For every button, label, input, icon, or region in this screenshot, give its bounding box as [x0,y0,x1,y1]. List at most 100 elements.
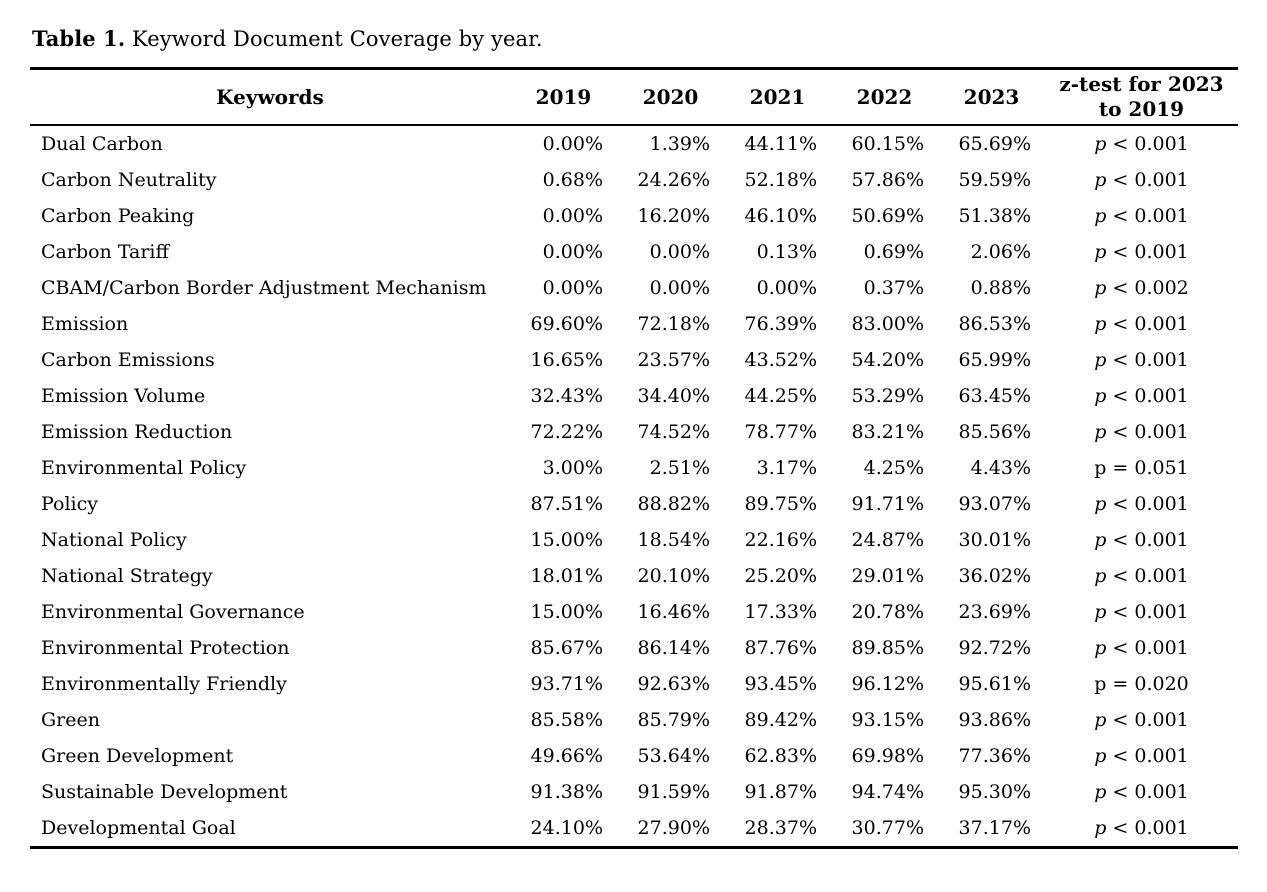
table-row: Policy 87.51% 88.82% 89.75% 91.71% 93.07% p < … [30,486,1238,522]
coverage-value-cell: 87.51% [530,493,603,515]
keyword-cell: Emission Volume [41,385,206,407]
header-row: Keywords 2019 2020 2021 2022 2023 z-test… [30,68,1238,126]
column-header-2021: 2021 [724,68,831,126]
keyword-cell: Carbon Peaking [41,205,195,227]
coverage-value-cell: 92.72% [958,637,1031,659]
column-header-keywords: Keywords [30,68,510,126]
coverage-value-cell: 44.25% [744,385,817,407]
coverage-value-cell: 18.01% [530,565,603,587]
coverage-value-cell: 91.59% [637,781,710,803]
coverage-value-cell: 93.07% [958,493,1031,515]
coverage-value-cell: 18.54% [637,529,710,551]
coverage-value-cell: 59.59% [958,169,1031,191]
ztest-cell: p < 0.001 [1094,133,1189,155]
ztest-cell: p < 0.001 [1094,205,1189,227]
table-row: Carbon Neutrality 0.68% 24.26% 52.18% 57.86%… [30,162,1238,198]
coverage-value-cell: 83.00% [851,313,924,335]
coverage-value-cell: 0.13% [756,241,817,263]
coverage-value-cell: 0.00% [542,241,603,263]
keyword-cell: National Policy [41,529,187,551]
keyword-cell: CBAM/Carbon Border Adjustment Mechanism [41,277,487,299]
coverage-value-cell: 24.10% [530,817,603,839]
ztest-cell: p < 0.001 [1094,745,1189,767]
table-row: Carbon Peaking 0.00% 16.20% 46.10% 50.69% 51.… [30,198,1238,234]
coverage-value-cell: 72.18% [637,313,710,335]
table-row: Green 85.58% 85.79% 89.42% 93.15% 93.86% p < 0… [30,702,1238,738]
coverage-value-cell: 85.56% [958,421,1031,443]
keyword-coverage-table: Keywords 2019 2020 2021 2022 2023 z-test… [30,67,1238,849]
coverage-value-cell: 93.71% [530,673,603,695]
coverage-value-cell: 24.26% [637,169,710,191]
ztest-cell: p < 0.001 [1094,421,1189,443]
column-header-2020: 2020 [617,68,724,126]
coverage-value-cell: 27.90% [637,817,710,839]
coverage-value-cell: 93.45% [744,673,817,695]
keyword-cell: Carbon Emissions [41,349,215,371]
ztest-cell: p = 0.020 [1094,673,1189,695]
coverage-value-cell: 28.37% [744,817,817,839]
keyword-cell: Environmental Protection [41,637,290,659]
coverage-value-cell: 0.69% [863,241,924,263]
coverage-value-cell: 46.10% [744,205,817,227]
coverage-value-cell: 20.78% [851,601,924,623]
coverage-value-cell: 93.86% [958,709,1031,731]
coverage-value-cell: 4.25% [863,457,924,479]
coverage-value-cell: 17.33% [744,601,817,623]
coverage-value-cell: 89.75% [744,493,817,515]
table-row: National Strategy 18.01% 20.10% 25.20% 29.01… [30,558,1238,594]
coverage-value-cell: 25.20% [744,565,817,587]
table-caption-label: Table 1. [32,26,126,51]
coverage-value-cell: 0.88% [970,277,1031,299]
keyword-cell: Green [41,709,100,731]
coverage-value-cell: 53.29% [851,385,924,407]
table-body: Dual Carbon 0.00% 1.39% 44.11% 60.15% 65.69% p… [30,125,1238,848]
coverage-value-cell: 15.00% [530,601,603,623]
ztest-cell: p < 0.001 [1094,349,1189,371]
coverage-value-cell: 51.38% [958,205,1031,227]
coverage-value-cell: 30.77% [851,817,924,839]
keyword-cell: Carbon Tariff [41,241,170,263]
column-header-ztest: z-test for 2023 to 2019 [1045,68,1238,126]
coverage-value-cell: 86.14% [637,637,710,659]
keyword-cell: Green Development [41,745,234,767]
ztest-cell: p < 0.001 [1094,493,1189,515]
table-row: Environmentally Friendly 93.71% 92.63% 93.4… [30,666,1238,702]
coverage-value-cell: 30.01% [958,529,1031,551]
coverage-value-cell: 54.20% [851,349,924,371]
coverage-value-cell: 53.64% [637,745,710,767]
coverage-value-cell: 23.57% [637,349,710,371]
table-row: Green Development 49.66% 53.64% 62.83% 69.98… [30,738,1238,774]
coverage-value-cell: 92.63% [637,673,710,695]
keyword-cell: Sustainable Development [41,781,288,803]
table-caption-text: Keyword Document Coverage by year. [125,27,543,51]
coverage-value-cell: 32.43% [530,385,603,407]
coverage-value-cell: 20.10% [637,565,710,587]
coverage-value-cell: 0.00% [542,277,603,299]
table-row: Carbon Emissions 16.65% 23.57% 43.52% 54.20%… [30,342,1238,378]
coverage-value-cell: 89.42% [744,709,817,731]
coverage-value-cell: 83.21% [851,421,924,443]
coverage-value-cell: 85.79% [637,709,710,731]
coverage-value-cell: 69.60% [530,313,603,335]
coverage-value-cell: 57.86% [851,169,924,191]
table-row: National Policy 15.00% 18.54% 22.16% 24.87% 3… [30,522,1238,558]
table-row: Emission 69.60% 72.18% 76.39% 83.00% 86.53% p … [30,306,1238,342]
column-header-2023: 2023 [938,68,1045,126]
coverage-value-cell: 94.74% [851,781,924,803]
coverage-value-cell: 43.52% [744,349,817,371]
coverage-value-cell: 91.38% [530,781,603,803]
coverage-value-cell: 50.69% [851,205,924,227]
coverage-value-cell: 2.51% [649,457,710,479]
coverage-value-cell: 85.67% [530,637,603,659]
coverage-value-cell: 3.17% [756,457,817,479]
coverage-value-cell: 4.43% [970,457,1031,479]
coverage-value-cell: 93.15% [851,709,924,731]
coverage-value-cell: 65.69% [958,133,1031,155]
table-row: Emission Reduction 72.22% 74.52% 78.77% 83.2… [30,414,1238,450]
coverage-value-cell: 36.02% [958,565,1031,587]
coverage-value-cell: 72.22% [530,421,603,443]
keyword-cell: Environmental Governance [41,601,305,623]
coverage-value-cell: 62.83% [744,745,817,767]
table-caption: Table 1. Keyword Document Coverage by ye… [32,26,1238,51]
